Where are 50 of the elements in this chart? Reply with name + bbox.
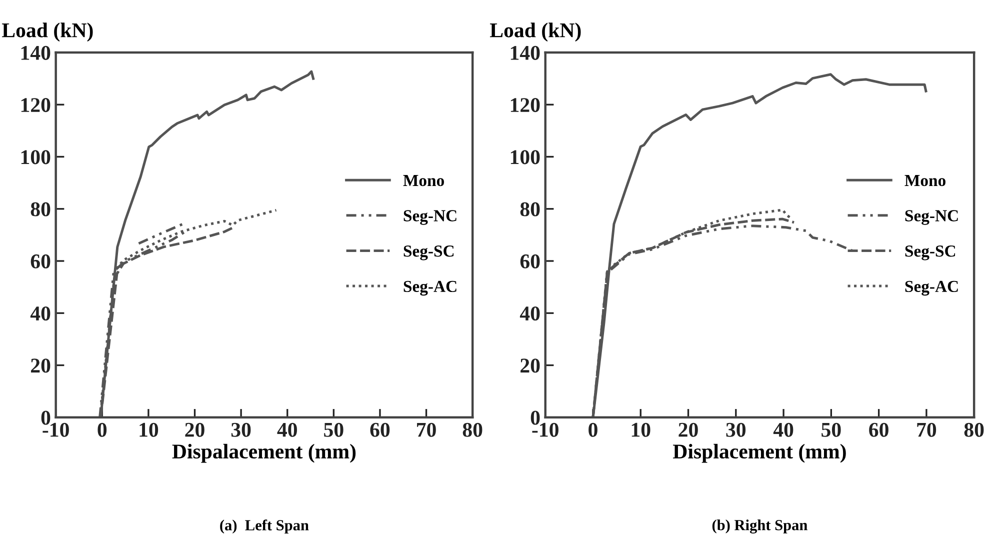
legend-label: Mono — [904, 175, 946, 186]
x-tick-label: 30 — [231, 422, 251, 437]
y-tick-label: 120 — [510, 98, 540, 112]
y-tick-label: 0 — [530, 410, 540, 425]
y-axis-title: Load (kN) — [490, 22, 581, 42]
legend-label: Mono — [403, 175, 444, 186]
x-tick-label: 20 — [678, 422, 698, 437]
x-tick-label: 70 — [417, 422, 436, 437]
x-tick-label: 0 — [98, 422, 107, 437]
y-tick-label: 120 — [21, 98, 50, 112]
x-tick-label: 40 — [773, 422, 794, 437]
x-tick-label: 70 — [917, 422, 936, 437]
y-tick-label: 140 — [21, 46, 50, 60]
y-tick-label: 60 — [520, 254, 540, 268]
x-axis-title: Displacement (mm) — [673, 444, 846, 463]
text: (a) Left Span — [220, 520, 309, 534]
y-axis-title: Load (kN) — [2, 22, 93, 42]
legend-label: Seg-NC — [404, 210, 456, 225]
x-tick-label: -10 — [42, 422, 69, 437]
x-tick-label: 60 — [869, 422, 888, 437]
x-tick-label: 10 — [140, 422, 158, 437]
y-tick-label: 40 — [520, 306, 540, 321]
x-tick-label: 50 — [822, 422, 841, 437]
y-tick-label: 80 — [30, 202, 50, 216]
legend-label: Seg-AC — [404, 280, 456, 296]
y-tick-label: 20 — [31, 358, 50, 373]
x-tick-label: 60 — [370, 422, 390, 437]
y-tick-label: 80 — [520, 202, 540, 216]
x-axis-title: Dispalacement (mm) — [172, 444, 356, 463]
y-tick-label: 0 — [41, 410, 50, 425]
x-tick-label: 10 — [632, 422, 650, 437]
y-tick-label: 100 — [21, 150, 50, 164]
x-tick-label: 0 — [588, 422, 598, 437]
x-tick-label: 30 — [726, 422, 746, 437]
y-tick-label: 60 — [30, 254, 50, 268]
x-tick-label: 40 — [277, 422, 297, 437]
y-tick-label: 40 — [30, 306, 50, 321]
x-tick-label: 20 — [185, 422, 204, 437]
text: (b) Right Span — [712, 520, 808, 534]
x-tick-label: -10 — [532, 422, 558, 437]
x-tick-label: 80 — [462, 422, 482, 437]
legend-label: Seg-NC — [905, 210, 958, 225]
y-tick-label: 140 — [510, 46, 540, 60]
legend-label: Seg-SC — [905, 246, 956, 260]
y-tick-label: 20 — [520, 358, 540, 373]
legend-label: Seg-AC — [905, 280, 958, 296]
y-tick-label: 100 — [510, 150, 540, 164]
x-tick-label: 50 — [324, 422, 344, 437]
x-tick-label: 80 — [964, 422, 984, 437]
legend-label: Seg-SC — [404, 246, 454, 260]
